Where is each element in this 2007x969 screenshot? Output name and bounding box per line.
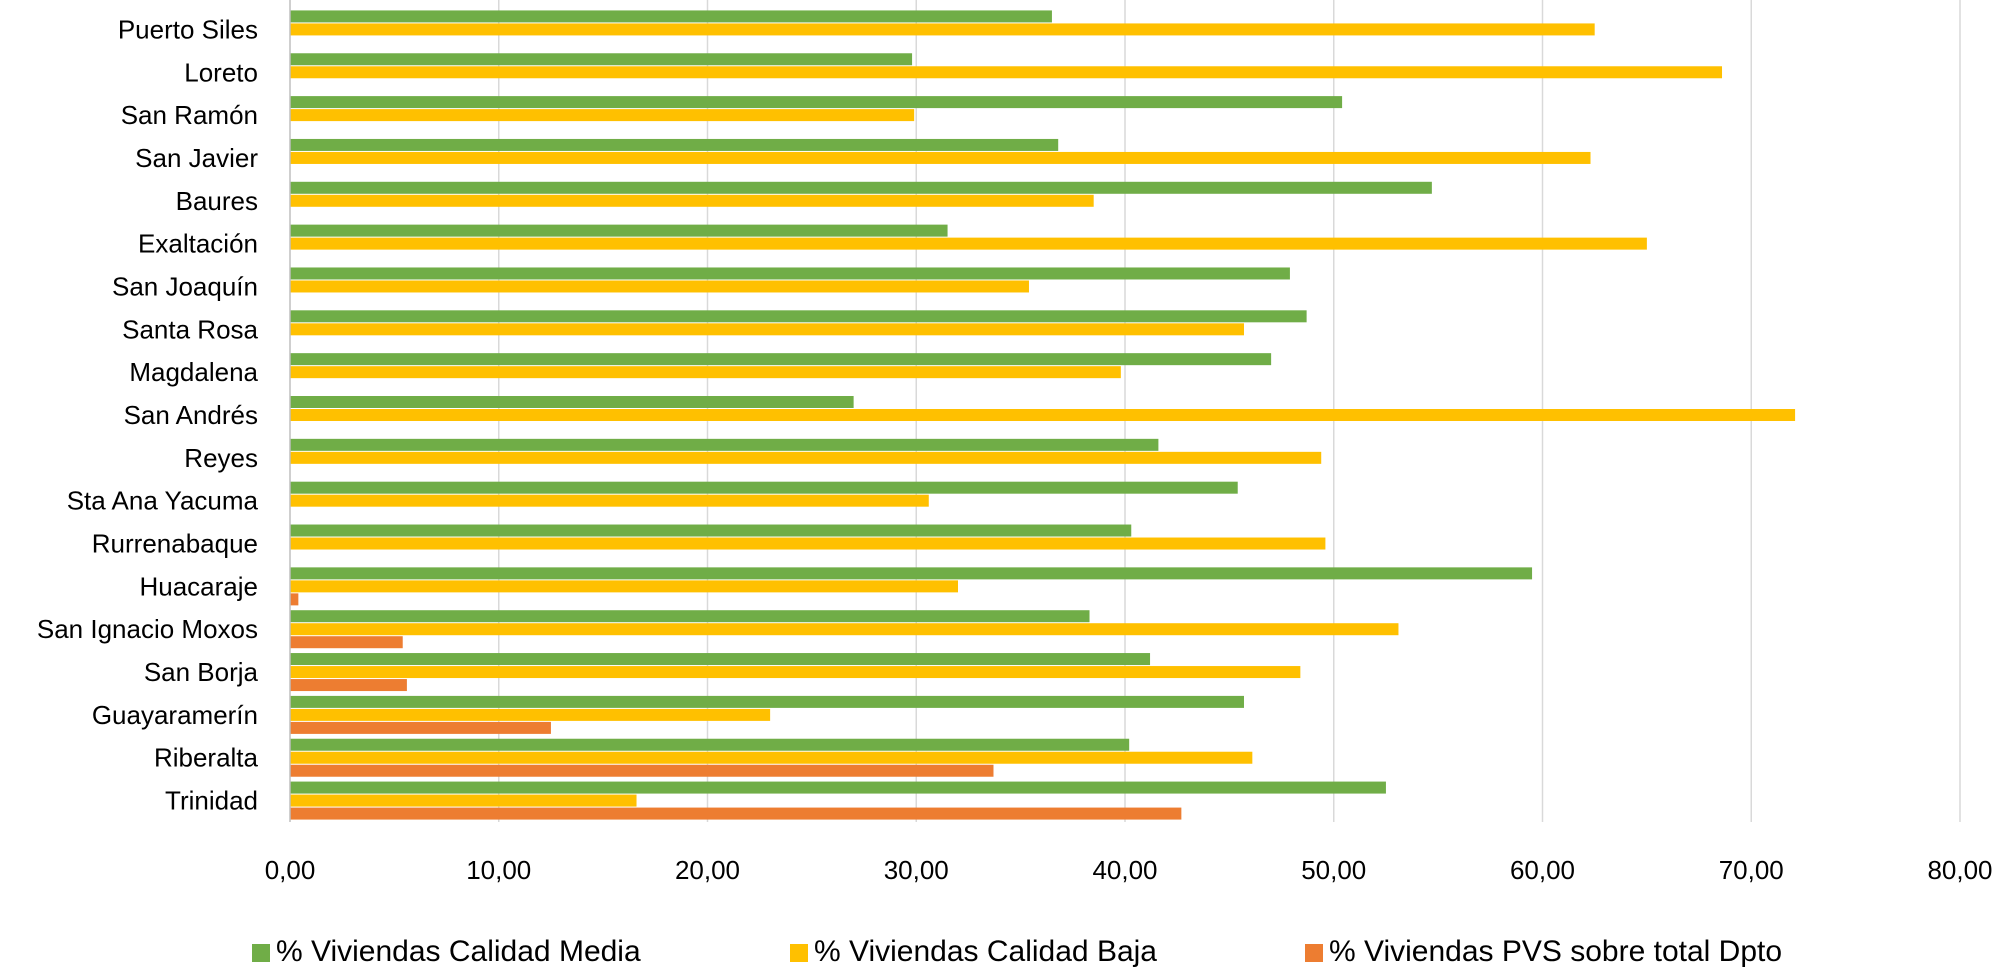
legend-label: % Viviendas Calidad Media [276, 935, 641, 968]
x-tick-label: 40,00 [1092, 855, 1157, 885]
bar [290, 181, 1432, 194]
bar [290, 409, 1796, 421]
bar [290, 310, 1307, 323]
category-label: San Ignacio Moxos [37, 614, 258, 644]
bar [290, 764, 994, 777]
legend: % Viviendas Calidad Media % Viviendas Cal… [252, 935, 1782, 968]
bar [290, 580, 958, 593]
bar [290, 781, 1386, 794]
category-label: Magdalena [129, 357, 258, 387]
bar [290, 237, 1647, 250]
bar [290, 353, 1272, 366]
x-tick-label: 80,00 [1927, 855, 1992, 885]
bar [290, 494, 929, 507]
bar [290, 721, 551, 734]
x-tick-label: 30,00 [884, 855, 949, 885]
category-label: Santa Rosa [122, 314, 258, 344]
category-label: Guayaramerín [92, 700, 258, 730]
bar [290, 653, 1151, 666]
bar [290, 481, 1238, 494]
x-tick-label: 20,00 [675, 855, 740, 885]
bar [290, 794, 637, 807]
bar [290, 438, 1159, 451]
bar [290, 679, 407, 692]
bar [290, 138, 1059, 151]
bar [290, 194, 1094, 207]
category-label: Trinidad [165, 786, 258, 816]
bar [290, 267, 1290, 280]
legend-label: % Viviendas PVS sobre total Dpto [1329, 935, 1782, 968]
bar [290, 708, 771, 721]
bar [290, 323, 1244, 336]
x-tick-label: 70,00 [1719, 855, 1784, 885]
category-label: Reyes [184, 443, 258, 473]
category-label: Huacaraje [139, 571, 258, 601]
bar [290, 96, 1343, 109]
category-label: San Javier [135, 143, 258, 173]
bar [290, 623, 1399, 636]
category-label: Sta Ana Yacuma [67, 486, 259, 516]
category-label: Riberalta [154, 743, 259, 773]
bar [290, 23, 1595, 36]
bar [290, 280, 1029, 293]
bar [290, 451, 1322, 464]
bar [290, 738, 1130, 751]
legend-swatch [1305, 944, 1323, 962]
category-label: San Joaquín [112, 271, 258, 301]
x-tick-labels: 0,00 10,00 20,00 30,00 40,00 50,00 60,00 70,00 8… [265, 855, 1993, 885]
legend-swatch [790, 944, 808, 962]
x-tick-label: 0,00 [265, 855, 316, 885]
bar [290, 537, 1326, 550]
legend-label: % Viviendas Calidad Baja [814, 935, 1157, 968]
category-label: Loreto [184, 57, 258, 87]
bar [290, 666, 1301, 679]
bar [290, 10, 1052, 23]
bar [290, 224, 948, 237]
bar [290, 53, 913, 66]
x-tick-label: 50,00 [1301, 855, 1366, 885]
bar [290, 807, 1182, 820]
category-label: Exaltación [138, 229, 258, 259]
bar [290, 396, 854, 408]
x-tick-label: 10,00 [466, 855, 531, 885]
bar [290, 567, 1533, 580]
category-label: Baures [176, 186, 258, 216]
bar [290, 610, 1090, 623]
bars [290, 10, 1796, 820]
category-label: San Ramón [121, 100, 258, 130]
x-tick-label: 60,00 [1510, 855, 1575, 885]
bar [290, 593, 299, 606]
category-label: Rurrenabaque [92, 529, 258, 559]
bar [290, 695, 1244, 708]
category-label: Puerto Siles [118, 14, 258, 44]
bar [290, 751, 1253, 764]
bar [290, 636, 403, 649]
category-labels: Puerto Siles Loreto San Ramón San Javier Bau… [37, 14, 259, 815]
category-label: San Andrés [124, 400, 258, 430]
bar [290, 109, 915, 122]
bar [290, 524, 1132, 537]
bar [290, 151, 1591, 164]
bar [290, 366, 1121, 379]
bar [290, 66, 1723, 79]
category-label: San Borja [144, 657, 259, 687]
legend-swatch [252, 944, 270, 962]
